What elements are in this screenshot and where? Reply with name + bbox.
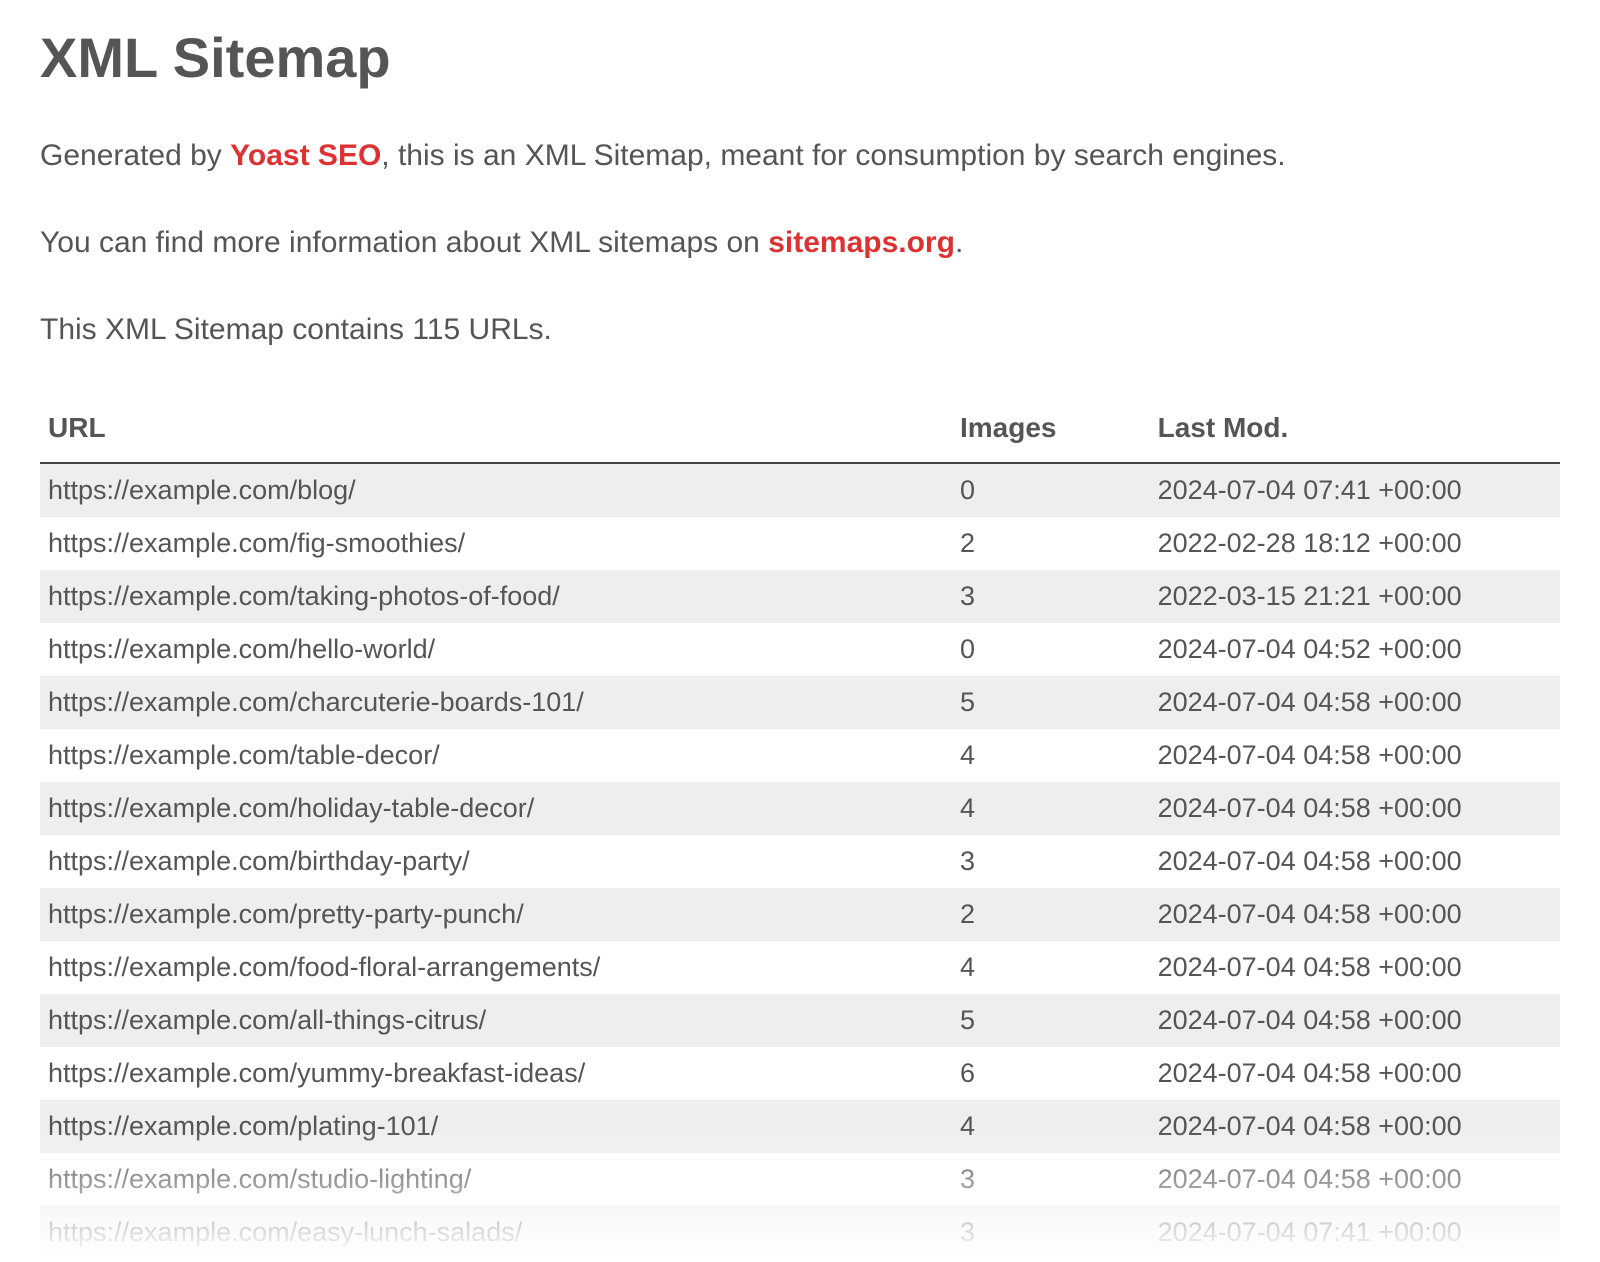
cell-url[interactable]: https://example.com/food-floral-arrangem… bbox=[40, 941, 952, 994]
cell-images: 4 bbox=[952, 941, 1150, 994]
table-row: https://example.com/all-things-citrus/52… bbox=[40, 994, 1560, 1047]
cell-images: 0 bbox=[952, 463, 1150, 517]
cell-lastmod: 2024-07-04 04:58 +00:00 bbox=[1150, 1100, 1560, 1153]
cell-url[interactable]: https://example.com/holiday-table-decor/ bbox=[40, 782, 952, 835]
intro-line-1: Generated by Yoast SEO, this is an XML S… bbox=[40, 135, 1560, 177]
table-row: https://example.com/pretty-party-punch/2… bbox=[40, 888, 1560, 941]
cell-lastmod: 2024-07-04 04:58 +00:00 bbox=[1150, 782, 1560, 835]
cell-lastmod: 2024-07-04 04:58 +00:00 bbox=[1150, 729, 1560, 782]
cell-url[interactable]: https://example.com/blog/ bbox=[40, 463, 952, 517]
table-row: https://example.com/blog/02024-07-04 07:… bbox=[40, 463, 1560, 517]
table-row: https://example.com/holiday-table-decor/… bbox=[40, 782, 1560, 835]
table-row: https://example.com/fig-smoothies/22022-… bbox=[40, 517, 1560, 570]
cell-url[interactable]: https://example.com/charcuterie-boards-1… bbox=[40, 676, 952, 729]
cell-url[interactable]: https://example.com/table-decor/ bbox=[40, 729, 952, 782]
cell-lastmod: 2024-07-04 04:58 +00:00 bbox=[1150, 835, 1560, 888]
cell-images: 2 bbox=[952, 517, 1150, 570]
cell-lastmod: 2024-07-04 04:52 +00:00 bbox=[1150, 623, 1560, 676]
table-row: https://example.com/studio-lighting/3202… bbox=[40, 1153, 1560, 1206]
table-row: https://example.com/hello-world/02024-07… bbox=[40, 623, 1560, 676]
cell-url[interactable]: https://example.com/pretty-party-punch/ bbox=[40, 888, 952, 941]
table-row: https://example.com/yummy-breakfast-idea… bbox=[40, 1047, 1560, 1100]
table-row: https://example.com/taking-photos-of-foo… bbox=[40, 570, 1560, 623]
cell-lastmod: 2024-07-04 04:58 +00:00 bbox=[1150, 941, 1560, 994]
column-header-lastmod: Last Mod. bbox=[1150, 396, 1560, 463]
cell-lastmod: 2024-07-04 07:41 +00:00 bbox=[1150, 463, 1560, 517]
column-header-images: Images bbox=[952, 396, 1150, 463]
intro-text: Generated by bbox=[40, 139, 230, 172]
sitemaps-org-link[interactable]: sitemaps.org bbox=[768, 226, 955, 259]
page-title: XML Sitemap bbox=[40, 25, 1560, 90]
table-row: https://example.com/food-floral-arrangem… bbox=[40, 941, 1560, 994]
cell-images: 3 bbox=[952, 1153, 1150, 1206]
cell-images: 4 bbox=[952, 729, 1150, 782]
cell-url[interactable]: https://example.com/plating-101/ bbox=[40, 1100, 952, 1153]
cell-images: 0 bbox=[952, 623, 1150, 676]
cell-url[interactable]: https://example.com/studio-lighting/ bbox=[40, 1153, 952, 1206]
cell-url[interactable]: https://example.com/hello-world/ bbox=[40, 623, 952, 676]
cell-images: 3 bbox=[952, 835, 1150, 888]
cell-lastmod: 2024-07-04 04:58 +00:00 bbox=[1150, 994, 1560, 1047]
cell-images: 3 bbox=[952, 570, 1150, 623]
cell-images: 6 bbox=[952, 1047, 1150, 1100]
intro-text: , this is an XML Sitemap, meant for cons… bbox=[381, 139, 1285, 172]
cell-url[interactable]: https://example.com/yummy-breakfast-idea… bbox=[40, 1047, 952, 1100]
cell-url[interactable]: https://example.com/easy-lunch-salads/ bbox=[40, 1206, 952, 1259]
cell-url[interactable]: https://example.com/birthday-party/ bbox=[40, 835, 952, 888]
cell-images: 5 bbox=[952, 676, 1150, 729]
intro-text: You can find more information about XML … bbox=[40, 226, 768, 259]
column-header-url: URL bbox=[40, 396, 952, 463]
cell-url[interactable]: https://example.com/fig-smoothies/ bbox=[40, 517, 952, 570]
intro-line-2: You can find more information about XML … bbox=[40, 222, 1560, 264]
cell-lastmod: 2024-07-04 04:58 +00:00 bbox=[1150, 676, 1560, 729]
cell-lastmod: 2024-07-04 07:41 +00:00 bbox=[1150, 1206, 1560, 1259]
sitemap-table: URL Images Last Mod. https://example.com… bbox=[40, 396, 1560, 1259]
yoast-seo-link[interactable]: Yoast SEO bbox=[230, 139, 381, 172]
table-row: https://example.com/charcuterie-boards-1… bbox=[40, 676, 1560, 729]
table-row: https://example.com/birthday-party/32024… bbox=[40, 835, 1560, 888]
cell-lastmod: 2022-03-15 21:21 +00:00 bbox=[1150, 570, 1560, 623]
cell-images: 2 bbox=[952, 888, 1150, 941]
cell-lastmod: 2024-07-04 04:58 +00:00 bbox=[1150, 1047, 1560, 1100]
url-count-line: This XML Sitemap contains 115 URLs. bbox=[40, 309, 1560, 351]
table-row: https://example.com/table-decor/42024-07… bbox=[40, 729, 1560, 782]
cell-images: 3 bbox=[952, 1206, 1150, 1259]
table-header-row: URL Images Last Mod. bbox=[40, 396, 1560, 463]
cell-lastmod: 2022-02-28 18:12 +00:00 bbox=[1150, 517, 1560, 570]
cell-lastmod: 2024-07-04 04:58 +00:00 bbox=[1150, 1153, 1560, 1206]
intro-text: . bbox=[955, 226, 963, 259]
cell-images: 4 bbox=[952, 782, 1150, 835]
cell-url[interactable]: https://example.com/all-things-citrus/ bbox=[40, 994, 952, 1047]
table-row: https://example.com/plating-101/42024-07… bbox=[40, 1100, 1560, 1153]
cell-images: 5 bbox=[952, 994, 1150, 1047]
cell-images: 4 bbox=[952, 1100, 1150, 1153]
cell-url[interactable]: https://example.com/taking-photos-of-foo… bbox=[40, 570, 952, 623]
cell-lastmod: 2024-07-04 04:58 +00:00 bbox=[1150, 888, 1560, 941]
table-row: https://example.com/easy-lunch-salads/32… bbox=[40, 1206, 1560, 1259]
